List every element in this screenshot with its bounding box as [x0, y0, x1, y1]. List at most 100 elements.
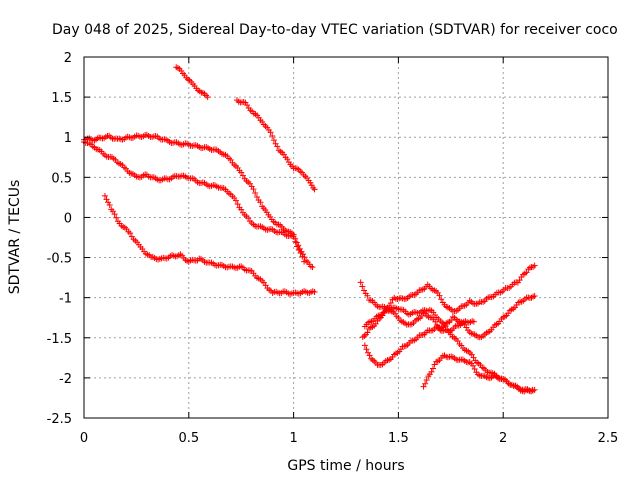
data-point [369, 357, 376, 364]
data-point [468, 351, 475, 358]
y-tick-label: 1 [64, 131, 72, 146]
data-point [429, 365, 436, 372]
y-tick-label: 0 [64, 211, 72, 226]
data-point [448, 317, 455, 324]
data-point [257, 199, 264, 206]
data-point [274, 143, 281, 150]
y-tick-label: 0.5 [51, 171, 72, 186]
data-point [470, 318, 477, 325]
data-point [252, 189, 259, 196]
data-point [364, 292, 371, 299]
data-point [428, 368, 435, 375]
x-tick-label: 0.5 [178, 431, 199, 446]
data-point [432, 318, 439, 325]
x-axis-label: GPS time / hours [287, 458, 404, 474]
data-point [361, 287, 368, 294]
series-track-g [359, 262, 538, 341]
data-point [301, 258, 308, 265]
data-point [431, 361, 438, 368]
series-track-f [357, 279, 538, 395]
data-point [531, 262, 538, 269]
y-tick-label: 1.5 [51, 91, 72, 106]
plot-frame [83, 56, 609, 419]
data-point [311, 186, 318, 193]
data-point [253, 193, 260, 200]
data-point [294, 243, 301, 250]
data-point [113, 214, 120, 221]
data-point [127, 230, 134, 237]
series-track-i [420, 352, 536, 394]
chart-title: Day 048 of 2025, Sidereal Day-to-day VTE… [52, 22, 618, 38]
y-axis-label: SDTVAR / TECUs [7, 180, 23, 295]
y-tick-label: -0.5 [47, 252, 72, 267]
data-point [433, 322, 440, 329]
data-point [436, 292, 443, 299]
data-point [310, 184, 317, 191]
x-tick-label: 0 [80, 431, 88, 446]
data-point [423, 377, 430, 384]
data-points [81, 64, 538, 395]
x-tick-label: 2.5 [598, 431, 619, 446]
data-point [232, 197, 239, 204]
grid [84, 57, 608, 418]
data-point [238, 169, 245, 176]
data-point [308, 182, 315, 189]
series-track-e [234, 97, 318, 193]
y-tick-label: -1.5 [47, 332, 72, 347]
data-point [105, 199, 112, 206]
data-point [270, 137, 277, 144]
data-point [438, 296, 445, 303]
series-track-d [173, 64, 211, 101]
data-point [204, 94, 211, 101]
data-point [420, 383, 427, 390]
data-point [297, 250, 304, 257]
data-point [269, 132, 276, 139]
series-track-c [101, 192, 318, 298]
y-tick-label: -1 [59, 292, 72, 307]
data-point [529, 386, 536, 393]
data-point [227, 156, 234, 163]
data-point [309, 264, 316, 271]
series-track-b [81, 139, 308, 265]
series-track-j [361, 307, 477, 335]
data-point [471, 366, 478, 373]
data-point [372, 320, 379, 327]
data-point [422, 380, 429, 387]
x-tick-label: 1.5 [388, 431, 409, 446]
data-point [418, 313, 425, 320]
data-point [267, 129, 274, 136]
data-point [103, 196, 110, 203]
data-point [357, 279, 364, 286]
data-point [234, 201, 241, 208]
y-tick-label: -2.5 [47, 412, 72, 427]
data-point [299, 253, 306, 260]
data-point [516, 277, 523, 284]
x-tick-label: 2 [499, 431, 507, 446]
data-point [106, 201, 113, 208]
data-point [290, 233, 297, 240]
data-point [531, 293, 538, 300]
data-point [363, 346, 370, 353]
data-point [530, 293, 537, 300]
data-point [470, 362, 477, 369]
y-axis: -2.5 -2 -1.5 -1 -0.5 0 0.5 1 1.5 2 [47, 51, 608, 427]
data-point [101, 192, 108, 199]
data-point [387, 300, 394, 307]
data-point [238, 206, 245, 213]
x-tick-label: 1 [289, 431, 297, 446]
data-point [239, 172, 246, 179]
data-point [111, 211, 118, 218]
data-point [311, 289, 318, 296]
data-point [366, 352, 373, 359]
series-track-h [361, 293, 538, 368]
data-point [292, 238, 299, 245]
data-point [295, 242, 302, 249]
data-point [364, 329, 371, 336]
y-tick-label: -2 [59, 372, 72, 387]
x-axis: 0 0.5 1 1.5 2 2.5 [80, 57, 618, 446]
data-point [523, 269, 530, 276]
data-point [361, 342, 368, 349]
data-point [250, 186, 257, 193]
data-point [359, 283, 366, 290]
